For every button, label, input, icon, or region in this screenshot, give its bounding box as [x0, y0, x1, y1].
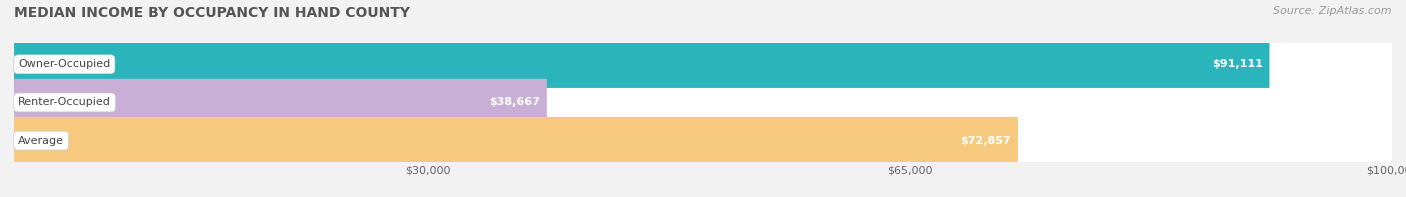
Text: $91,111: $91,111 — [1212, 59, 1263, 69]
FancyBboxPatch shape — [14, 41, 1270, 88]
FancyBboxPatch shape — [14, 117, 1392, 164]
Text: Average: Average — [18, 136, 65, 146]
Text: Source: ZipAtlas.com: Source: ZipAtlas.com — [1274, 6, 1392, 16]
Text: $72,857: $72,857 — [960, 136, 1011, 146]
FancyBboxPatch shape — [14, 117, 1018, 164]
FancyBboxPatch shape — [14, 79, 547, 126]
Text: $38,667: $38,667 — [489, 98, 540, 107]
Text: Owner-Occupied: Owner-Occupied — [18, 59, 111, 69]
FancyBboxPatch shape — [14, 79, 1392, 126]
Text: Renter-Occupied: Renter-Occupied — [18, 98, 111, 107]
FancyBboxPatch shape — [14, 41, 1392, 88]
Text: MEDIAN INCOME BY OCCUPANCY IN HAND COUNTY: MEDIAN INCOME BY OCCUPANCY IN HAND COUNT… — [14, 6, 411, 20]
